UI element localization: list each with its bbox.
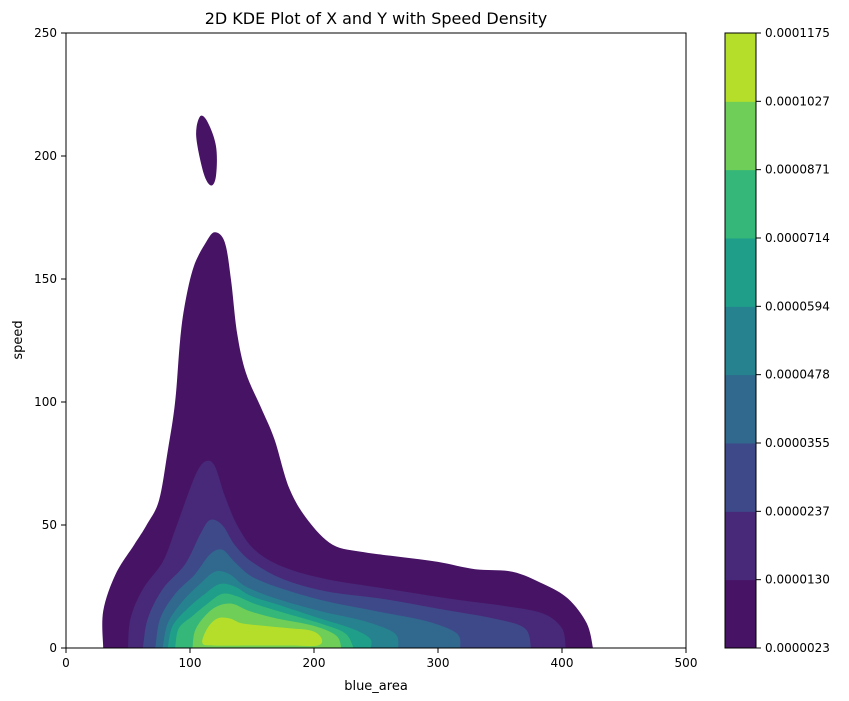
contour-band-level-0-1 [196,115,217,186]
colorbar-segment [725,443,756,512]
y-tick-label: 250 [34,26,57,40]
x-tick-label: 100 [179,656,202,670]
colorbar-segment [725,306,756,376]
colorbar: 0.0000023 0.0000130 0.0000237 0.0000355 0.00… [724,26,830,655]
x-axis-label: blue_area [344,679,408,694]
colorbar-tick-label: 0.0000237 [765,504,830,518]
y-tick-label: 0 [49,641,57,655]
colorbar-tick-label: 0.0000130 [765,573,830,587]
colorbar-frame [724,32,757,649]
y-tick-label: 200 [34,149,57,163]
x-tick-label: 300 [427,656,450,670]
x-tick-label: 500 [675,656,698,670]
colorbar-segment [725,101,756,171]
colorbar-segment [725,169,756,239]
contour-layer [102,115,593,649]
plot-frame [65,32,687,649]
x-axis: 0 100 200 300 400 500 [62,648,697,670]
y-axis: 0 50 100 150 200 250 [34,26,66,655]
colorbar-tick-label: 0.0001027 [765,94,830,108]
colorbar-segment [725,374,756,444]
colorbar-tick-label: 0.0000355 [765,436,830,450]
x-tick-label: 200 [303,656,326,670]
x-tick-label: 0 [62,656,70,670]
contour-band-level-8-0 [202,617,323,647]
colorbar-tick-label: 0.0000023 [765,641,830,655]
colorbar-segment [725,511,756,581]
colorbar-tick-label: 0.0000478 [765,368,830,382]
colorbar-segment [725,238,756,307]
y-axis-label: speed [11,320,26,359]
colorbar-segment [725,33,756,102]
chart-title: 2D KDE Plot of X and Y with Speed Densit… [205,9,548,28]
y-tick-label: 100 [34,395,57,409]
colorbar-segment [725,579,756,649]
y-tick-label: 150 [34,272,57,286]
colorbar-tick-label: 0.0001175 [765,26,830,40]
y-tick-label: 50 [42,518,57,532]
colorbar-tick-label: 0.0000594 [765,299,830,313]
x-tick-label: 400 [551,656,574,670]
colorbar-tick-label: 0.0000871 [765,163,830,177]
colorbar-tick-label: 0.0000714 [765,231,830,245]
